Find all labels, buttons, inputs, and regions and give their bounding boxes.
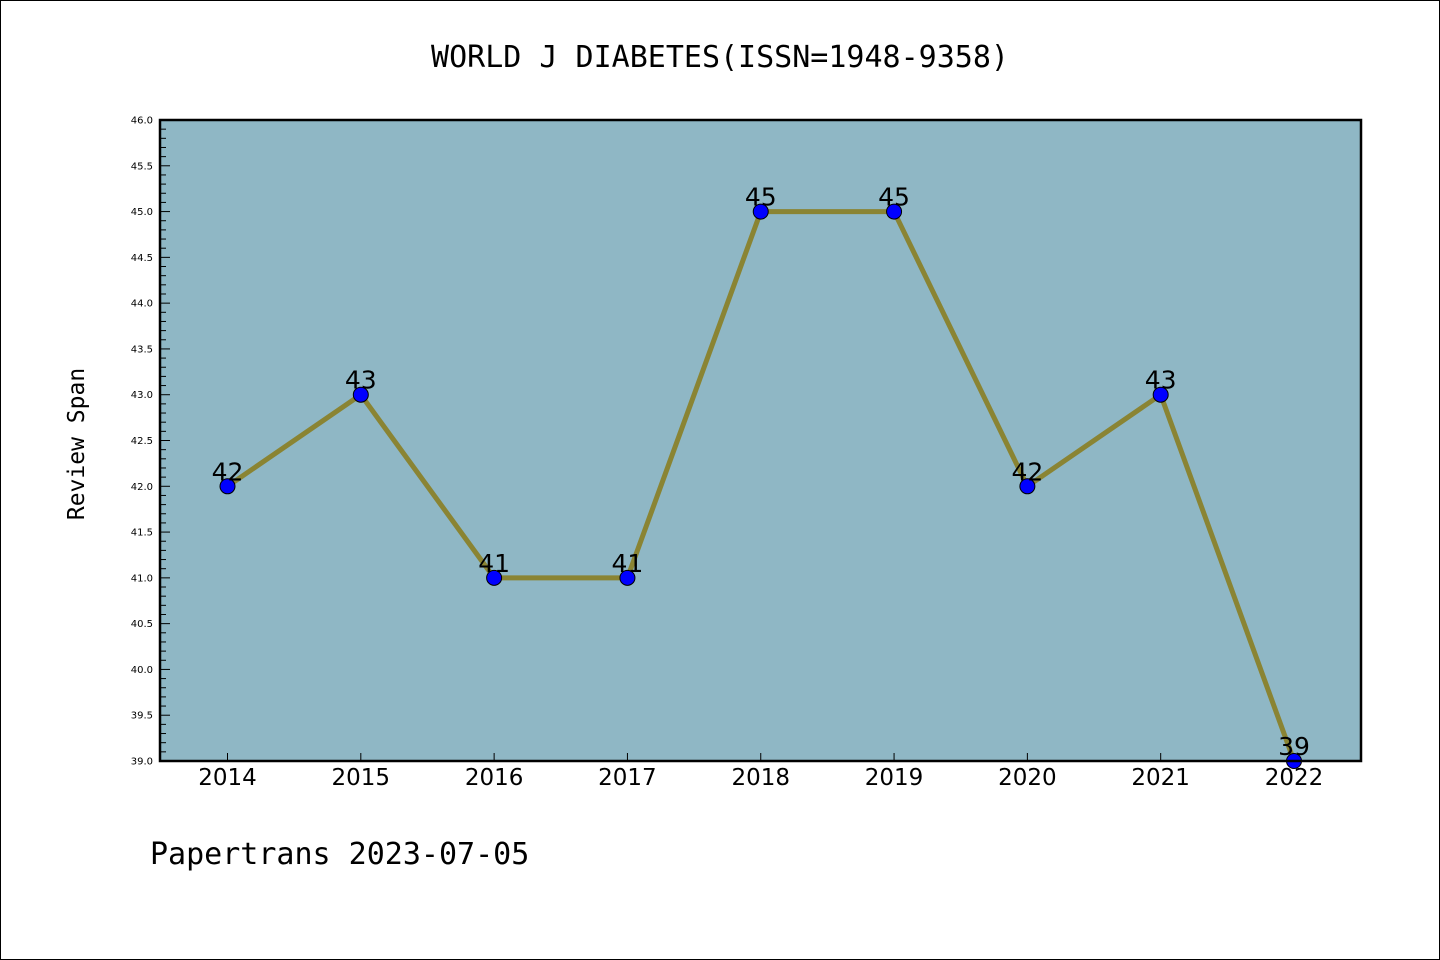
y-tick-label: 45.0 (131, 207, 153, 218)
data-point (752, 203, 769, 220)
y-tick-label: 46.0 (131, 116, 153, 127)
y-tick-label: 41.0 (131, 573, 153, 584)
data-label: 41 (478, 549, 510, 578)
data-point (352, 386, 369, 403)
y-tick-label: 44.0 (131, 299, 153, 310)
chart-title: WORLD J DIABETES(ISSN=1948-9358) (431, 40, 1009, 75)
x-axis: 2014 2015 2016 2017 2018 2019 2020 2021 2022 (198, 753, 1323, 791)
y-axis-label: Review Span (64, 368, 90, 520)
x-tick-label: 2016 (465, 765, 524, 791)
y-tick-label: 43.5 (131, 344, 153, 355)
data-label: 45 (745, 183, 777, 212)
x-tick-label: 2019 (865, 765, 924, 791)
data-label: 41 (612, 549, 644, 578)
data-point (486, 569, 503, 586)
data-series: 42 43 41 41 45 45 42 43 39 (212, 183, 1310, 769)
y-tick-label: 40.5 (131, 619, 153, 630)
x-tick-label: 2020 (998, 765, 1057, 791)
data-label: 42 (212, 457, 244, 486)
data-label: 45 (878, 183, 910, 212)
y-tick-label: 40.0 (131, 665, 153, 676)
y-tick-label: 41.5 (131, 528, 153, 539)
data-point (886, 203, 903, 220)
x-tick-label: 2022 (1265, 765, 1324, 791)
x-tick-label: 2021 (1131, 765, 1190, 791)
y-tick-label: 39.0 (131, 757, 153, 768)
data-point (1152, 386, 1169, 403)
y-tick-label: 45.5 (131, 161, 153, 172)
plot-area (160, 120, 1361, 761)
data-label: 43 (1145, 366, 1177, 395)
data-point (1019, 478, 1036, 495)
x-tick-label: 2017 (598, 765, 657, 791)
x-tick-label: 2015 (332, 765, 391, 791)
data-label: 43 (345, 366, 377, 395)
x-tick-label: 2018 (731, 765, 790, 791)
plot-border (158, 118, 1363, 763)
footer-text: Papertrans 2023-07-05 (150, 837, 529, 872)
data-point (619, 569, 636, 586)
y-tick-label: 44.5 (131, 253, 153, 264)
data-label: 39 (1278, 732, 1310, 761)
y-tick-label: 42.0 (131, 482, 153, 493)
data-point (219, 478, 236, 495)
y-tick-label: 39.5 (131, 711, 153, 722)
y-tick-label: 42.5 (131, 436, 153, 447)
x-tick-label: 2014 (198, 765, 257, 791)
y-tick-label: 43.0 (131, 390, 153, 401)
y-axis: 39.0 39.5 40.0 40.5 41.0 41.5 42.0 42.5 43.0 43.5… (131, 116, 170, 768)
data-label: 42 (1011, 457, 1043, 486)
